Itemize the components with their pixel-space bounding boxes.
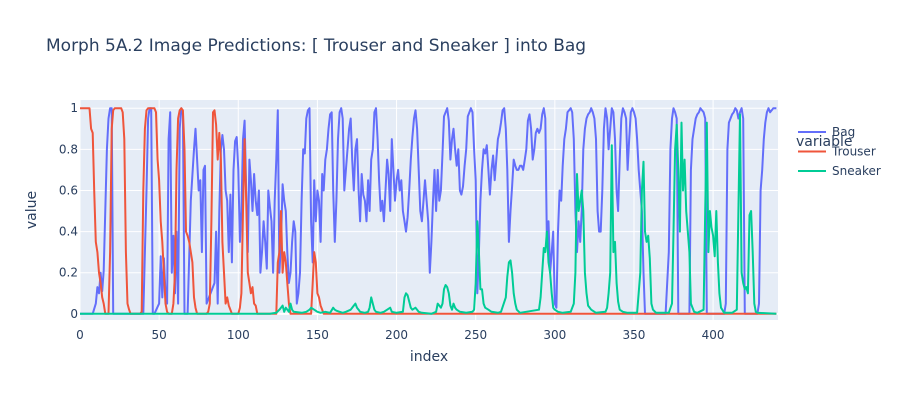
x-tick-label: 300: [543, 328, 566, 342]
y-tick-label: 0.4: [59, 225, 78, 239]
y-tick-label: 0: [70, 307, 78, 321]
series-line-sneaker: [80, 113, 777, 315]
y-tick-labels: 0 0.2 0.4 0.6 0.8 1: [59, 101, 78, 321]
legend-label-trouser[interactable]: Trouser: [831, 145, 876, 159]
y-tick-label: 0.8: [59, 142, 78, 156]
y-tick-label: 0.6: [59, 183, 78, 197]
y-tick-label: 1: [70, 101, 78, 115]
series-lines: [80, 107, 777, 315]
x-tick-label: 250: [464, 328, 487, 342]
chart-title: Morph 5A.2 Image Predictions: [ Trouser …: [46, 36, 586, 56]
x-tick-label: 100: [227, 328, 250, 342]
x-tick-label: 200: [385, 328, 408, 342]
x-axis-label: index: [410, 349, 448, 365]
legend-label-bag[interactable]: Bag: [832, 125, 855, 139]
y-axis-label: value: [24, 191, 40, 229]
x-tick-label: 150: [306, 328, 329, 342]
legend-label-sneaker[interactable]: Sneaker: [832, 164, 881, 178]
series-line-bag: [80, 107, 777, 315]
x-tick-label: 50: [151, 328, 166, 342]
series-line-trouser: [80, 107, 777, 315]
x-tick-labels: 0 50 100 150 200 250 300 350 400: [76, 328, 724, 342]
legend[interactable]: variable Bag Trouser Sneaker: [796, 125, 881, 178]
x-tick-label: 400: [702, 328, 725, 342]
x-tick-label: 0: [76, 328, 84, 342]
legend-title: variable: [796, 134, 852, 150]
x-tick-label: 350: [623, 328, 646, 342]
y-tick-label: 0.2: [59, 266, 78, 280]
